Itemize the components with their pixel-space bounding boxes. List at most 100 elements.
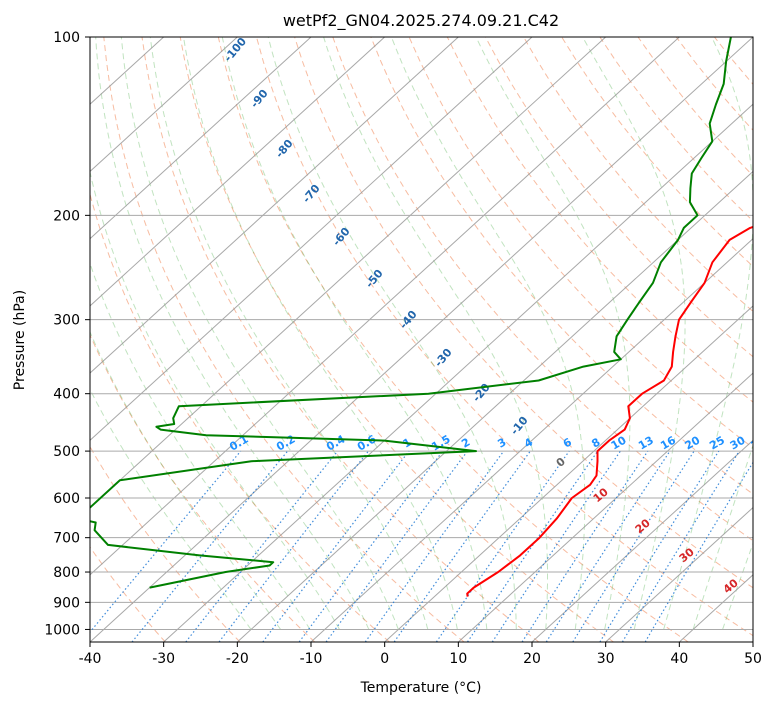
mixing-ratio-line [621, 450, 740, 642]
moist-adiabat [582, 37, 686, 630]
moist-adiabat [221, 37, 488, 630]
x-tick-label: -40 [79, 651, 102, 667]
moist-adiabat [90, 262, 311, 630]
mixing-ratio-label: 13 [636, 434, 656, 453]
y-tick-label: 700 [53, 531, 80, 547]
dry-adiabats [90, 37, 753, 642]
mixing-ratio-label: 0.2 [274, 433, 297, 454]
dry-adiabat-label: -50 [363, 267, 386, 291]
moist-adiabat [90, 330, 281, 630]
moist-adiabat [267, 37, 517, 630]
isotherm-line [90, 37, 386, 307]
dry-adiabat-label: -40 [397, 308, 420, 332]
mixing-ratio-line [599, 450, 720, 642]
isotherm-line [90, 37, 607, 509]
dry-adiabat-label: -70 [300, 182, 323, 206]
isotherm-line [752, 641, 753, 642]
mixing-ratio-label: 1.5 [429, 433, 452, 454]
isotherm-line [90, 37, 680, 576]
moist-adiabat [183, 37, 458, 630]
dry-adiabat [90, 192, 390, 642]
mixing-ratio-line [218, 450, 369, 642]
moist-adiabat-label: 10 [591, 485, 611, 505]
x-axis-ticks: -40 -30 -20 -10 0 10 20 30 40 50 [79, 642, 762, 667]
isotherm-line [310, 237, 753, 642]
x-tick-label: 50 [744, 651, 762, 667]
mixing-ratio-label: 2 [459, 436, 472, 451]
dewpoint-profile [90, 37, 732, 589]
reference-line-labels: 0.1 0.2 0.4 0.6 1 1.5 2 3 4 6 8 10 13 16 20 25 30 36-100-… [221, 35, 753, 596]
mixing-ratio-line [435, 450, 570, 642]
mixing-ratio-line [393, 450, 531, 642]
mixing-ratio-line [467, 450, 599, 642]
dry-adiabat [561, 37, 753, 267]
moist-adiabat [120, 37, 399, 630]
mixing-ratio-label: 20 [683, 433, 703, 452]
mixing-ratio-line [325, 450, 468, 642]
mixing-ratio-line [572, 450, 695, 642]
mixing-ratio-line [521, 450, 649, 642]
dry-adiabat-label: -90 [248, 87, 271, 111]
isotherm-line [90, 37, 753, 642]
moist-adiabat [692, 443, 753, 630]
skewed-isotherms [90, 37, 753, 642]
moist-adiabat [475, 37, 631, 630]
moist-adiabat [90, 169, 340, 630]
x-tick-label: -10 [300, 651, 323, 667]
mixing-ratio-line [185, 450, 339, 642]
mixing-ratio-label: 30 [728, 433, 748, 452]
x-axis-label: Temperature (°C) [360, 680, 482, 696]
x-tick-label: 30 [597, 651, 615, 667]
isotherm-line [163, 103, 753, 642]
mixing-ratio-label: 0.6 [355, 432, 379, 453]
dry-adiabat-label: -10 [508, 414, 531, 438]
y-tick-label: 500 [53, 444, 80, 460]
dry-adiabat [752, 37, 753, 39]
mixing-ratio-label: 4 [522, 435, 535, 450]
dry-adiabat [294, 37, 753, 589]
isotherm-line [90, 37, 312, 240]
dry-adiabat [637, 37, 753, 177]
isotherm-line [531, 439, 753, 642]
moist-adiabat [722, 542, 753, 630]
isotherm-line [90, 37, 459, 374]
mixing-ratio-line [491, 450, 621, 642]
dry-adiabat [484, 37, 753, 358]
moist-adiabat-label: 40 [721, 576, 741, 596]
y-tick-label: 100 [53, 30, 80, 46]
dry-adiabat [217, 37, 689, 642]
dry-adiabat [408, 37, 753, 449]
chart-title: wetPf2_GN04.2025.274.09.21.C42 [283, 11, 559, 31]
dry-adiabat [446, 37, 753, 403]
dry-adiabat-label: -60 [330, 225, 353, 249]
x-tick-label: -30 [152, 651, 175, 667]
mixing-ratio-line [545, 450, 671, 642]
mixing-ratio-line [131, 450, 289, 642]
isotherm-line [605, 506, 753, 642]
mixing-ratio-line [90, 450, 242, 634]
isotherm-line [90, 37, 533, 442]
dry-adiabat [256, 37, 753, 637]
dry-adiabat [103, 37, 465, 642]
mixing-ratio-label: 6 [561, 435, 574, 450]
dry-adiabat [332, 37, 753, 542]
y-tick-label: 800 [53, 565, 80, 581]
mixing-ratio-label: 10 [609, 433, 629, 452]
sounding-profiles [90, 37, 753, 597]
mixing-ratio-label: 16 [658, 433, 678, 452]
dry-adiabat [523, 37, 753, 313]
dry-adiabat [141, 37, 540, 642]
x-tick-label: 40 [670, 651, 688, 667]
x-tick-label: 10 [449, 651, 467, 667]
dry-adiabat [179, 37, 614, 642]
y-tick-label: 600 [53, 491, 80, 507]
dry-adiabat-label: -100 [221, 35, 249, 65]
moist-adiabat [323, 37, 548, 630]
moist-adiabat-label: 30 [677, 545, 697, 565]
moist-adiabat [390, 37, 586, 630]
y-tick-label: 900 [53, 595, 80, 611]
y-tick-label: 200 [53, 208, 80, 224]
moist-adiabat [95, 37, 370, 630]
mixing-ratio-lines [90, 450, 753, 642]
